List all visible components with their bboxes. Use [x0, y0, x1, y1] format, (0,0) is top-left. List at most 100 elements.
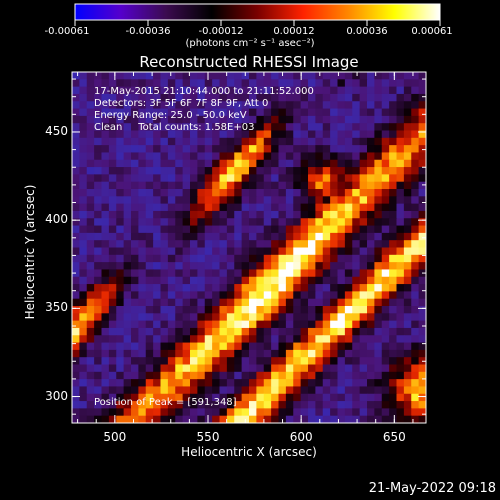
- heatmap-cell: [374, 145, 383, 154]
- heatmap-cell: [396, 130, 405, 139]
- heatmap-cell: [86, 225, 95, 234]
- heatmap-cell: [123, 393, 132, 402]
- heatmap-cell: [300, 93, 309, 102]
- heatmap-cell: [381, 276, 390, 285]
- heatmap-cell: [308, 298, 316, 307]
- heatmap-cell: [234, 72, 243, 80]
- heatmap-cell: [315, 269, 324, 278]
- heatmap-cell: [182, 254, 191, 263]
- heatmap-cell: [344, 159, 353, 168]
- heatmap-cell: [86, 203, 95, 212]
- heatmap-cell: [108, 137, 117, 146]
- heatmap-cell: [381, 130, 390, 139]
- heatmap-cell: [337, 93, 346, 102]
- heatmap-cell: [108, 115, 117, 124]
- heatmap-cell: [138, 349, 147, 358]
- heatmap-cell: [153, 335, 162, 344]
- heatmap-cell: [138, 401, 147, 409]
- heatmap-cell: [212, 152, 221, 161]
- heatmap-cell: [123, 371, 132, 380]
- heatmap-cell: [190, 306, 198, 314]
- heatmap-cell: [234, 349, 243, 358]
- heatmap-cell: [374, 86, 383, 95]
- heatmap-cell: [94, 386, 103, 395]
- heatmap-cell: [160, 320, 169, 329]
- heatmap-cell: [322, 115, 331, 124]
- time-range-text: 17-May-2015 21:10:44.000 to 21:11:52.000: [94, 86, 314, 97]
- heatmap-cell: [293, 210, 302, 219]
- heatmap-cell: [197, 291, 206, 300]
- heatmap-cell: [72, 291, 80, 300]
- heatmap-cell: [418, 93, 426, 102]
- heatmap-cell: [352, 240, 361, 249]
- heatmap-cell: [278, 115, 287, 124]
- heatmap-cell: [396, 93, 405, 102]
- heatmap-cell: [418, 415, 426, 423]
- heatmap-cell: [322, 174, 331, 183]
- heatmap-cell: [308, 145, 316, 154]
- heatmap-cell: [322, 72, 331, 80]
- heatmap-cell: [131, 349, 139, 358]
- heatmap-cell: [226, 218, 235, 227]
- heatmap-cell: [411, 232, 420, 241]
- heatmap-cell: [226, 371, 235, 380]
- heatmap-cell: [123, 137, 132, 146]
- heatmap-cell: [256, 218, 265, 227]
- heatmap-cell: [256, 145, 265, 154]
- heatmap-cell: [381, 203, 390, 212]
- heatmap-cell: [79, 108, 88, 117]
- heatmap-cell: [234, 371, 243, 380]
- heatmap-cell: [359, 72, 368, 80]
- heatmap-cell: [389, 203, 398, 212]
- heatmap-cell: [285, 364, 294, 373]
- heatmap-cell: [167, 269, 176, 278]
- heatmap-cell: [278, 342, 287, 351]
- heatmap-cell: [72, 115, 80, 124]
- heatmap-cell: [359, 101, 368, 110]
- heatmap-cell: [249, 327, 257, 336]
- heatmap-cell: [226, 196, 235, 205]
- heatmap-cell: [293, 276, 302, 285]
- heatmap-cell: [234, 298, 243, 307]
- heatmap-cell: [86, 364, 95, 373]
- heatmap-cell: [352, 269, 361, 278]
- heatmap-cell: [226, 225, 235, 234]
- heatmap-cell: [197, 327, 206, 336]
- heatmap-cell: [204, 108, 213, 117]
- heatmap-cell: [94, 137, 103, 146]
- heatmap-cell: [190, 357, 198, 366]
- heatmap-cell: [308, 167, 316, 175]
- heatmap-cell: [219, 379, 228, 388]
- heatmap-cell: [153, 86, 162, 95]
- heatmap-cell: [131, 320, 139, 329]
- heatmap-cell: [403, 196, 412, 205]
- heatmap-cell: [315, 181, 324, 190]
- heatmap-cell: [418, 276, 426, 285]
- heatmap-cell: [411, 108, 420, 117]
- heatmap-cell: [367, 174, 375, 183]
- heatmap-cell: [315, 101, 324, 110]
- heatmap-cell: [396, 371, 405, 380]
- heatmap-cell: [315, 93, 324, 102]
- heatmap-cell: [160, 152, 169, 161]
- heatmap-cell: [418, 225, 426, 234]
- heatmap-cell: [271, 342, 280, 351]
- heatmap-cell: [396, 108, 405, 117]
- heatmap-cell: [190, 203, 198, 212]
- heatmap-cell: [352, 93, 361, 102]
- heatmap-cell: [374, 167, 383, 175]
- heatmap-cell: [293, 357, 302, 366]
- heatmap-cell: [352, 401, 361, 409]
- heatmap-cell: [308, 313, 316, 322]
- heatmap-cell: [116, 93, 125, 102]
- heatmap-cell: [197, 79, 206, 88]
- heatmap-cell: [322, 342, 331, 351]
- heatmap-cell: [381, 415, 390, 423]
- heatmap-cell: [411, 130, 420, 139]
- heatmap-cell: [234, 379, 243, 388]
- heatmap-cell: [138, 254, 147, 263]
- heatmap-cell: [367, 327, 375, 336]
- heatmap-cell: [167, 327, 176, 336]
- heatmap-cell: [175, 349, 184, 358]
- heatmap-cell: [263, 408, 272, 417]
